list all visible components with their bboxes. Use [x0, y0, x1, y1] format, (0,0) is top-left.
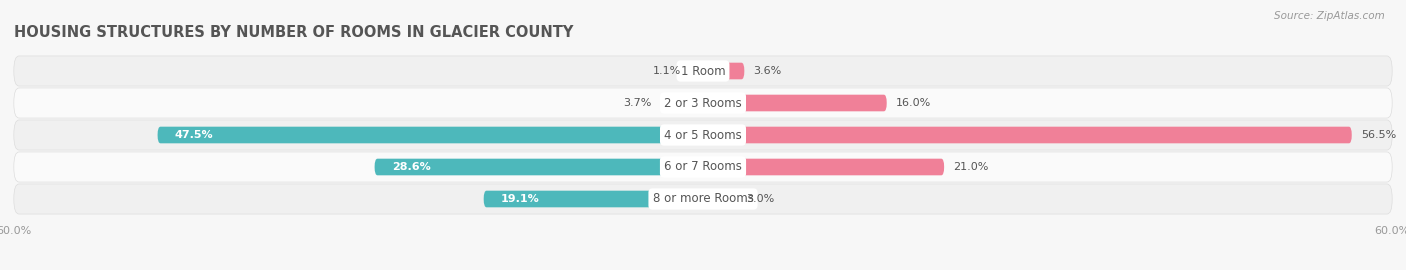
Text: 16.0%: 16.0% [896, 98, 931, 108]
Text: 19.1%: 19.1% [501, 194, 540, 204]
FancyBboxPatch shape [14, 184, 1392, 214]
Text: 3.7%: 3.7% [623, 98, 651, 108]
FancyBboxPatch shape [703, 191, 738, 207]
FancyBboxPatch shape [703, 127, 1351, 143]
FancyBboxPatch shape [157, 127, 703, 143]
Text: Source: ZipAtlas.com: Source: ZipAtlas.com [1274, 11, 1385, 21]
Text: 8 or more Rooms: 8 or more Rooms [652, 193, 754, 205]
Text: 56.5%: 56.5% [1361, 130, 1396, 140]
Text: 6 or 7 Rooms: 6 or 7 Rooms [664, 160, 742, 174]
Text: 3.0%: 3.0% [747, 194, 775, 204]
FancyBboxPatch shape [374, 159, 703, 175]
FancyBboxPatch shape [14, 56, 1392, 86]
FancyBboxPatch shape [661, 95, 703, 111]
FancyBboxPatch shape [484, 191, 703, 207]
FancyBboxPatch shape [703, 159, 945, 175]
FancyBboxPatch shape [14, 88, 1392, 118]
Text: 2 or 3 Rooms: 2 or 3 Rooms [664, 96, 742, 110]
Text: 4 or 5 Rooms: 4 or 5 Rooms [664, 129, 742, 141]
Text: 28.6%: 28.6% [392, 162, 430, 172]
Text: HOUSING STRUCTURES BY NUMBER OF ROOMS IN GLACIER COUNTY: HOUSING STRUCTURES BY NUMBER OF ROOMS IN… [14, 25, 574, 40]
Text: 1.1%: 1.1% [652, 66, 681, 76]
FancyBboxPatch shape [14, 120, 1392, 150]
Text: 1 Room: 1 Room [681, 65, 725, 77]
FancyBboxPatch shape [690, 63, 703, 79]
FancyBboxPatch shape [14, 152, 1392, 182]
Text: 47.5%: 47.5% [174, 130, 214, 140]
Text: 3.6%: 3.6% [754, 66, 782, 76]
FancyBboxPatch shape [703, 95, 887, 111]
Text: 21.0%: 21.0% [953, 162, 988, 172]
FancyBboxPatch shape [703, 63, 744, 79]
